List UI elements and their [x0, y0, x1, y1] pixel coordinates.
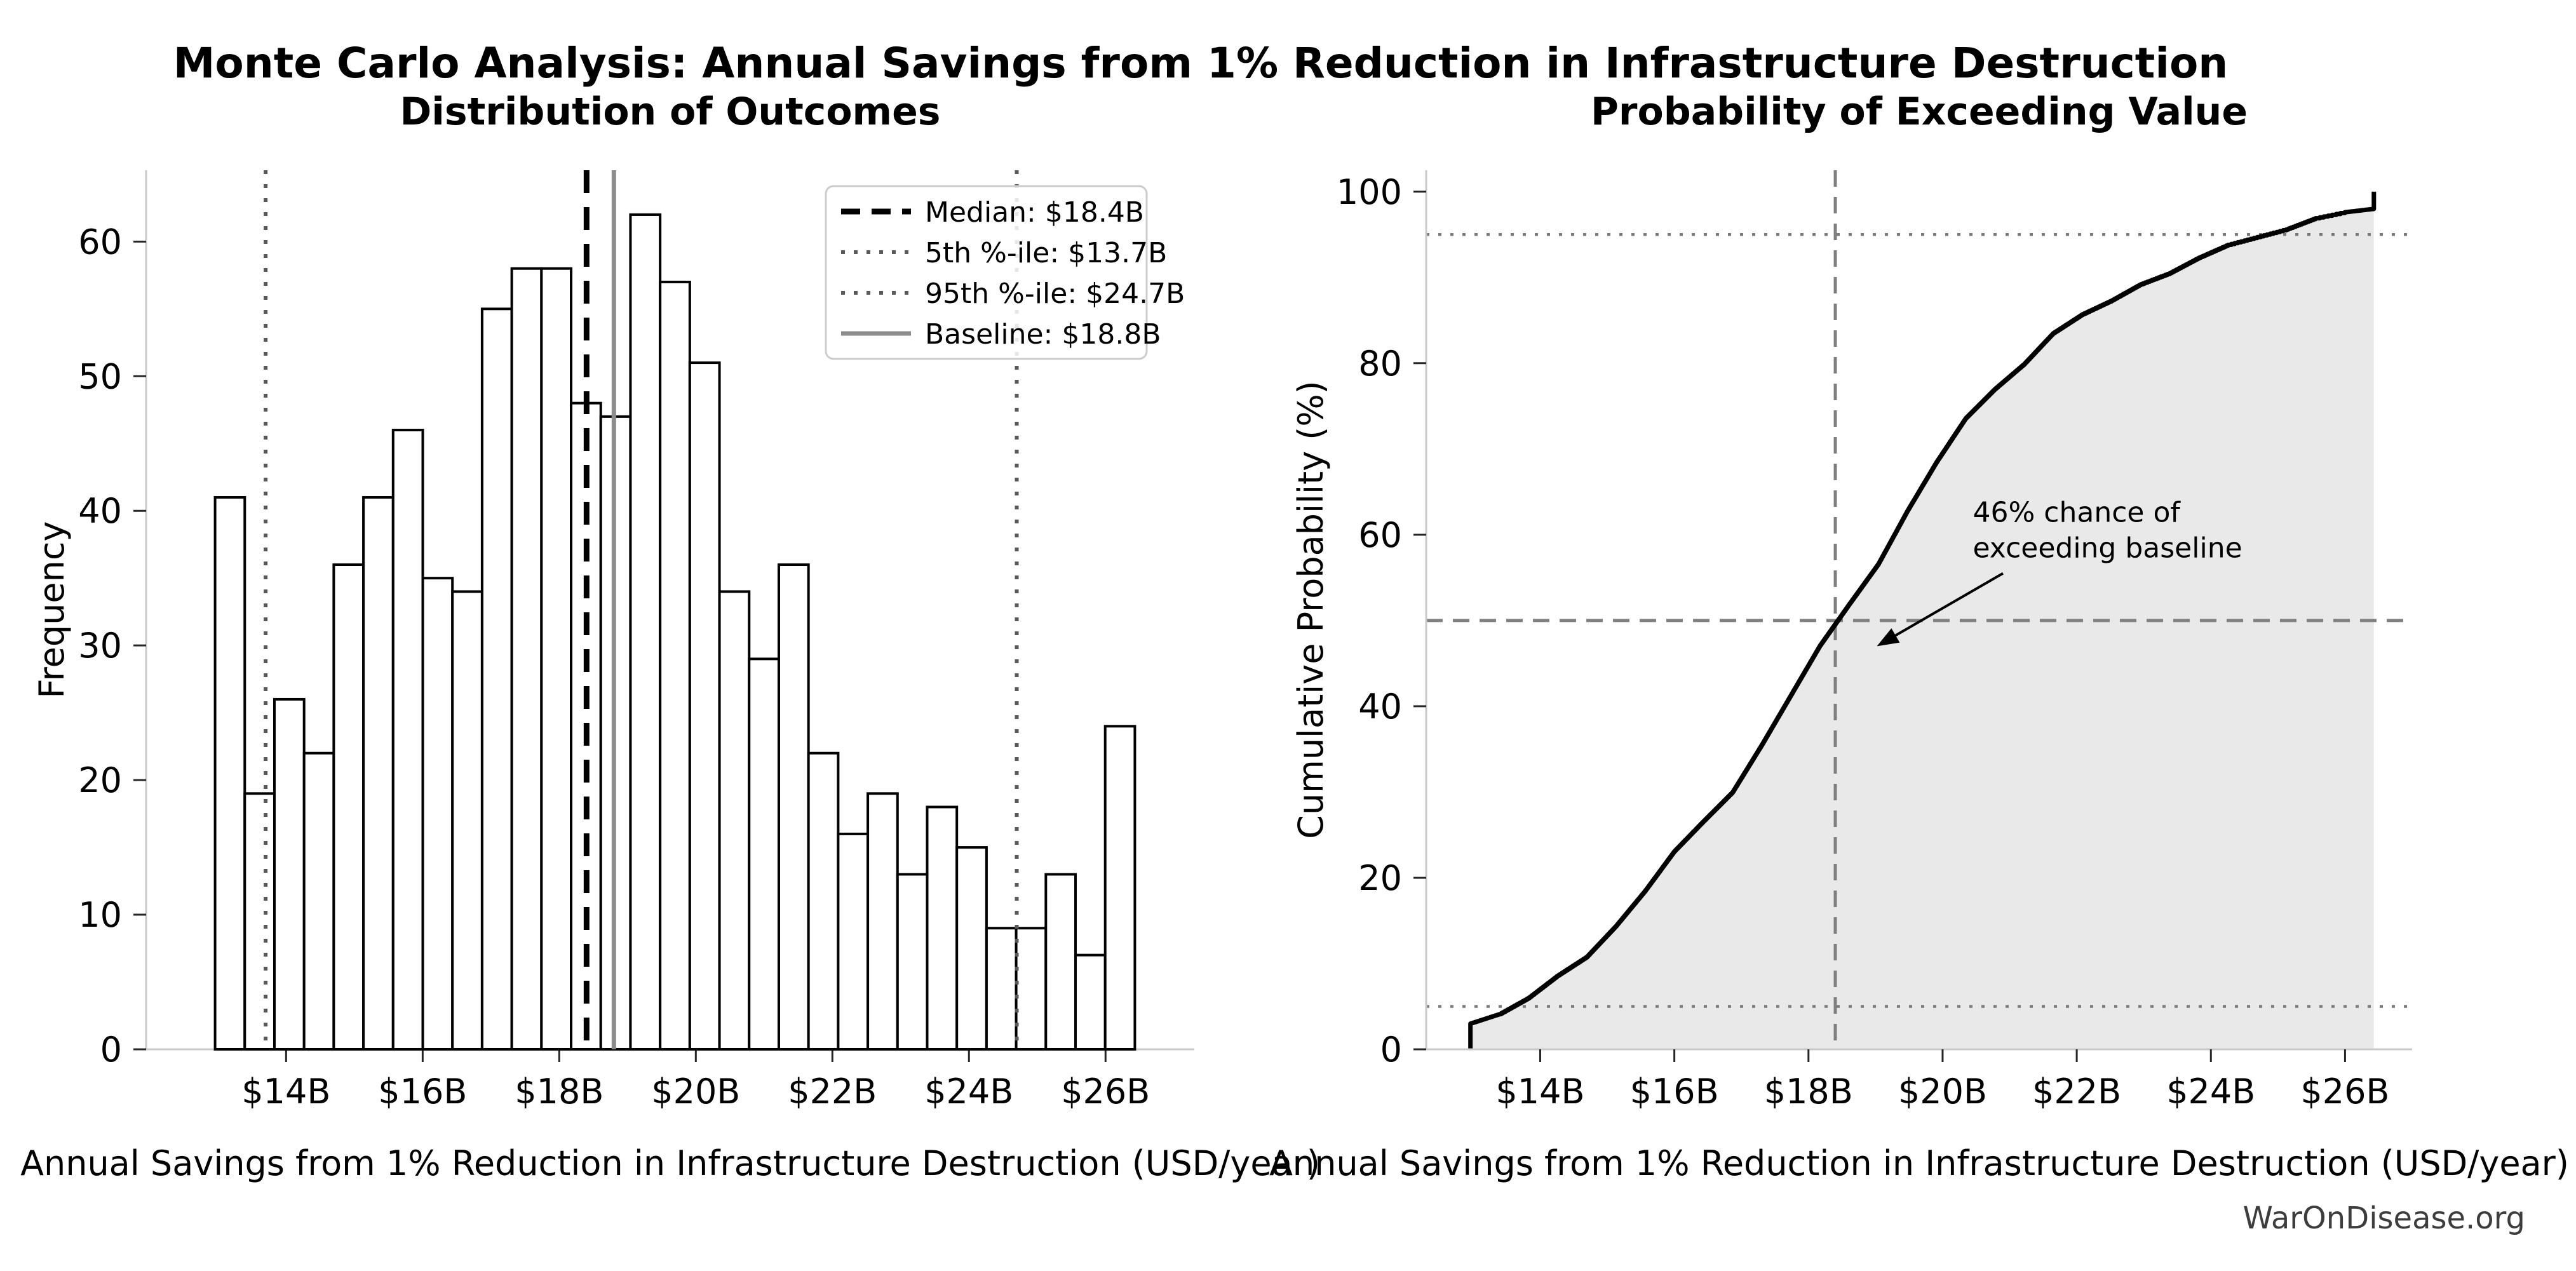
annotation-arrow: [1877, 572, 2004, 647]
arrow-head: [1877, 628, 1900, 647]
x-tick-label: $18B: [515, 1072, 604, 1112]
histogram-bar: [926, 805, 959, 1051]
x-tick-label: $22B: [788, 1072, 877, 1112]
y-tick-label: 60: [1358, 515, 1402, 555]
ecdf-x-axis-label: Annual Savings from 1% Reduction in Infr…: [1269, 1143, 2569, 1183]
histogram-bar: [362, 496, 394, 1051]
histogram-bar: [659, 280, 691, 1051]
y-tick-label: 30: [78, 626, 122, 666]
x-tick-label: $24B: [2166, 1072, 2255, 1112]
histogram-bar: [243, 792, 276, 1051]
histogram-bar: [510, 267, 543, 1051]
histogram-bar: [273, 697, 306, 1051]
annotation-line-2: exceeding baseline: [1973, 532, 2242, 565]
histogram-bar: [748, 657, 780, 1051]
histogram-bar: [332, 563, 365, 1051]
histogram-bar: [777, 563, 810, 1051]
legend-item-label: Baseline: $18.8B: [925, 318, 1161, 351]
watermark: WarOnDisease.org: [2242, 1200, 2525, 1236]
histogram-plot-area: $14B $16B $18B $20B $22B $24B $26B 0 10 20 30 40 50 6…: [78, 170, 1194, 1112]
legend: Median: $18.4B 5th %-ile: $13.7B 95th %-il…: [825, 185, 1185, 360]
legend-item-label: Median: $18.4B: [925, 196, 1144, 229]
figure-suptitle: Monte Carlo Analysis: Annual Savings fro…: [173, 39, 2229, 88]
y-tick-label: 40: [1358, 687, 1402, 727]
ecdf-title: Probability of Exceeding Value: [1591, 90, 2248, 134]
histogram-bar: [629, 213, 662, 1051]
histogram-bar: [213, 496, 246, 1051]
histogram-bar: [896, 873, 929, 1051]
ecdf-panel: Probability of Exceeding Value $14B $16B $…: [1269, 90, 2569, 1183]
histogram-bar: [421, 577, 454, 1051]
legend-item-label: 95th %-ile: $24.7B: [925, 278, 1185, 310]
histogram-bar: [1015, 927, 1048, 1051]
histogram-bar: [837, 832, 870, 1051]
histogram-bar: [451, 590, 483, 1051]
y-tick-label: 60: [78, 222, 122, 262]
y-tick-label: 0: [1380, 1030, 1402, 1070]
histogram-bar: [718, 590, 751, 1051]
y-tick-label: 20: [1358, 858, 1402, 898]
ecdf-annotation: 46% chance of exceeding baseline: [1877, 497, 2242, 647]
x-tick-label: $16B: [378, 1072, 467, 1112]
x-tick-label: $20B: [1898, 1072, 1987, 1112]
y-tick-label: 100: [1337, 172, 1402, 212]
histogram-bar: [391, 429, 424, 1051]
cdf-curve: [1468, 191, 2377, 1049]
annotation-line-1: 46% chance of: [1973, 497, 2182, 529]
histogram-bar: [807, 751, 840, 1051]
y-tick-label: 0: [100, 1030, 122, 1070]
histogram-bar: [302, 751, 335, 1051]
histogram-bar: [955, 846, 988, 1051]
histogram-bar: [480, 307, 513, 1051]
y-tick-label: 40: [78, 491, 122, 531]
x-tick-label: $14B: [1495, 1072, 1584, 1112]
histogram-y-axis-label: Frequency: [32, 521, 72, 699]
x-tick-label: $24B: [924, 1072, 1013, 1112]
x-tick-label: $22B: [2032, 1072, 2121, 1112]
histogram-panel: Distribution of Outcomes $14B $16B $18B $20…: [20, 90, 1320, 1183]
y-tick-label: 10: [78, 895, 122, 935]
histogram-bar: [1044, 873, 1077, 1051]
x-tick-label: $18B: [1764, 1072, 1853, 1112]
histogram-bar: [688, 361, 721, 1051]
y-tick-label: 20: [78, 760, 122, 800]
histogram-bar: [1103, 725, 1136, 1051]
histogram-x-axis-label: Annual Savings from 1% Reduction in Infr…: [20, 1143, 1320, 1183]
histogram-bar: [985, 927, 1018, 1051]
legend-box: [825, 185, 1148, 360]
y-tick-label: 50: [78, 356, 122, 396]
histogram-bar: [540, 267, 573, 1051]
histogram-bar: [867, 792, 899, 1051]
arrow-shaft: [1894, 572, 2004, 637]
histogram-bar: [1074, 953, 1107, 1051]
ecdf-y-axis-label: Cumulative Probability (%): [1291, 380, 1331, 838]
x-tick-label: $26B: [1061, 1072, 1150, 1112]
x-tick-label: $16B: [1630, 1072, 1719, 1112]
x-tick-label: $14B: [241, 1072, 330, 1112]
x-tick-label: $20B: [651, 1072, 740, 1112]
histogram-title: Distribution of Outcomes: [400, 90, 941, 134]
x-tick-label: $26B: [2300, 1072, 2389, 1112]
y-tick-label: 80: [1358, 344, 1402, 384]
legend-item-label: 5th %-ile: $13.7B: [925, 237, 1167, 269]
